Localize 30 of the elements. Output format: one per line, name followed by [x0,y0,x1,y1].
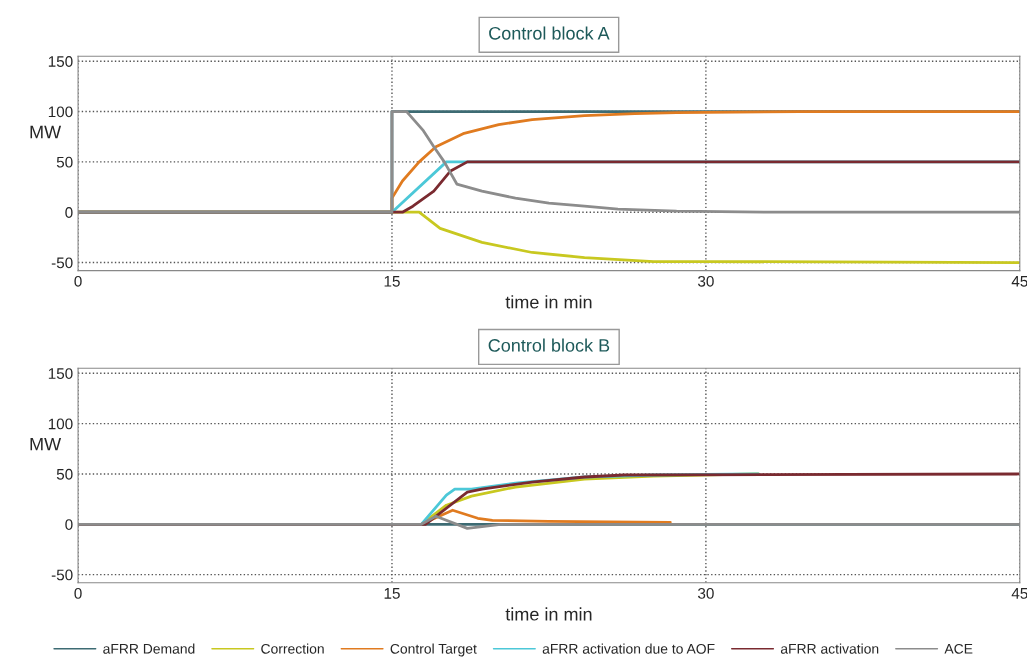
x-tick-label: 0 [74,587,82,599]
x-tick-label: 45 [1011,276,1027,287]
legend-label: Correction [261,643,324,654]
chart-title: Control block B [488,338,610,352]
y-tick-label: -50 [51,257,73,269]
y-tick-label: 100 [48,106,73,118]
y-tick-label: 100 [48,418,73,430]
y-axis-title: MW [30,437,62,451]
y-tick-label: -50 [51,569,73,581]
legend-label: ACE [944,643,973,654]
x-tick-label: 45 [1011,588,1027,599]
y-tick-label: 0 [65,519,73,530]
y-tick-label: 0 [65,207,73,218]
x-tick-label: 30 [697,587,714,599]
y-tick-label: 50 [56,468,73,480]
x-axis-title: time in min [505,607,592,621]
chart-title: Control block A [489,26,610,40]
legend-label: aFRR activation [780,643,879,654]
x-tick-label: 15 [384,588,400,599]
x-tick-label: 30 [697,275,714,287]
y-tick-label: 50 [56,156,73,168]
y-tick-label: 150 [48,56,73,67]
legend-label: aFRR activation due to AOF [542,643,715,654]
legend-label: Control Target [390,643,477,657]
x-axis-title: time in min [505,295,592,309]
y-axis-title: MW [30,125,62,139]
y-tick-label: 150 [48,368,73,379]
legend-label: aFRR Demand [103,643,195,654]
x-tick-label: 0 [74,275,82,287]
x-tick-label: 15 [384,276,400,287]
